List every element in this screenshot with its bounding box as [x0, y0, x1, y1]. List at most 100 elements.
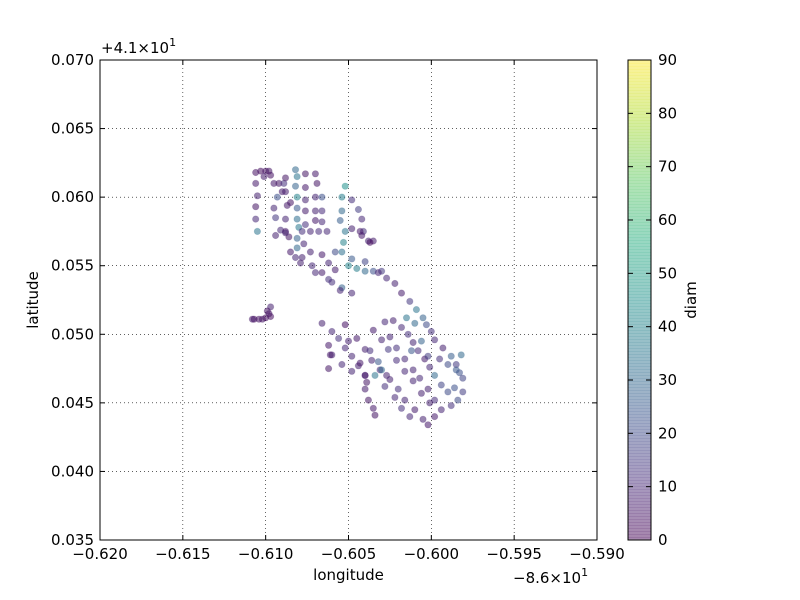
scatter-point: [348, 255, 356, 263]
scatter-point: [273, 193, 281, 201]
x-tick-label: −0.590: [569, 545, 625, 563]
scatter-point: [293, 215, 301, 223]
scatter-point: [382, 274, 391, 282]
scatter-point: [344, 262, 353, 270]
scatter-point: [437, 406, 445, 414]
scatter-point: [386, 333, 394, 341]
scatter-point: [318, 319, 326, 327]
scatter-point: [422, 321, 430, 329]
scatter-point: [336, 216, 344, 225]
scatter-point: [331, 248, 339, 256]
scatter-point: [430, 336, 439, 344]
scatter-point: [391, 393, 399, 401]
x-tick-label: −0.600: [404, 545, 460, 563]
scatter-point: [266, 312, 275, 321]
y-tick-label: 0.060: [51, 188, 94, 206]
scatter-point: [301, 183, 309, 192]
scatter-point: [308, 262, 316, 270]
scatter-point: [318, 268, 326, 277]
scatter-point: [271, 231, 280, 240]
scatter-point: [341, 182, 349, 190]
scatter-point: [334, 334, 343, 342]
scatter-point: [296, 259, 305, 267]
scatter-point: [409, 338, 417, 347]
scatter-point: [369, 326, 377, 334]
scatter-point: [371, 371, 379, 379]
x-tick-label: −0.620: [72, 545, 128, 563]
scatter-point: [361, 371, 369, 379]
scatter-point: [444, 360, 452, 369]
y-axis-ticks: 0.035 0.040 0.045 0.050 0.055 0.060 0.065 0.070: [51, 51, 597, 549]
scatter-point: [293, 244, 301, 252]
scatter-point: [417, 389, 425, 397]
scatter-point: [416, 374, 424, 382]
scatter-point: [371, 411, 379, 419]
scatter-point: [409, 366, 417, 374]
scatter-point: [336, 286, 344, 294]
scatter-point: [266, 171, 275, 179]
colorbar-frame: [627, 59, 652, 541]
scatter-point: [341, 227, 349, 235]
scatter-point: [301, 170, 309, 178]
x-tick-label: −0.615: [155, 545, 211, 563]
scatter-point: [391, 279, 399, 288]
scatter-point: [368, 356, 376, 364]
scatter-point: [377, 336, 386, 344]
scatter-point: [437, 381, 445, 389]
scatter-point: [374, 358, 382, 366]
scatter-point: [394, 385, 402, 393]
colorbar-tick-label: 0: [658, 531, 668, 549]
scatter-point: [369, 404, 377, 412]
scatter-point: [324, 364, 333, 373]
y-tick-label: 0.070: [51, 51, 94, 69]
scatter-point: [306, 248, 314, 256]
scatter-point: [286, 199, 295, 207]
scatter-point: [311, 216, 319, 225]
scatter-point: [364, 396, 372, 404]
scatter-point: [401, 396, 409, 404]
scatter-point: [353, 334, 361, 342]
scatter-point: [293, 234, 301, 242]
scatter-point: [363, 378, 371, 386]
scatter-point: [271, 214, 280, 222]
scatter-point: [348, 352, 356, 360]
scatter-point: [301, 196, 309, 204]
scatter-point: [318, 193, 326, 201]
scatter-point: [412, 305, 420, 314]
scatter-point: [354, 205, 362, 214]
scatter-point: [361, 267, 369, 275]
scatter-point: [381, 382, 389, 390]
scatter-point: [253, 192, 261, 200]
colorbar-tick-label: 20: [658, 424, 677, 442]
scatter-point: [366, 347, 374, 355]
y-tick-label: 0.055: [51, 257, 94, 275]
scatter-point: [311, 268, 319, 277]
scatter-point: [406, 297, 414, 305]
scatter-point: [407, 347, 416, 355]
scatter-point: [281, 229, 290, 237]
scatter-point: [374, 268, 382, 277]
scatter-point: [404, 330, 412, 338]
scatter-point: [392, 344, 401, 352]
x-axis-offset-label: −8.6×101: [513, 566, 588, 587]
scatter-point: [301, 207, 309, 215]
scatter-point: [348, 225, 356, 233]
scatter-point: [424, 385, 432, 393]
scatter-point: [401, 367, 409, 375]
scatter-point: [298, 227, 306, 235]
scatter-point: [384, 345, 392, 353]
y-tick-label: 0.035: [51, 531, 94, 549]
scatter-point: [426, 363, 434, 371]
x-axis-label: longitude: [313, 566, 384, 584]
x-tick-label: −0.610: [238, 545, 294, 563]
scatter-point: [260, 173, 268, 181]
scatter-point: [313, 179, 321, 187]
scatter-point: [248, 315, 256, 323]
scatter-point: [263, 307, 271, 315]
scatter-point: [447, 401, 455, 410]
x-axis-ticks: −0.620 −0.615 −0.610 −0.605 −0.600 −0.595 −0.5…: [72, 60, 625, 563]
scatter-point: [430, 371, 439, 379]
scatter-point: [377, 366, 386, 374]
scatter-point: [278, 188, 286, 196]
